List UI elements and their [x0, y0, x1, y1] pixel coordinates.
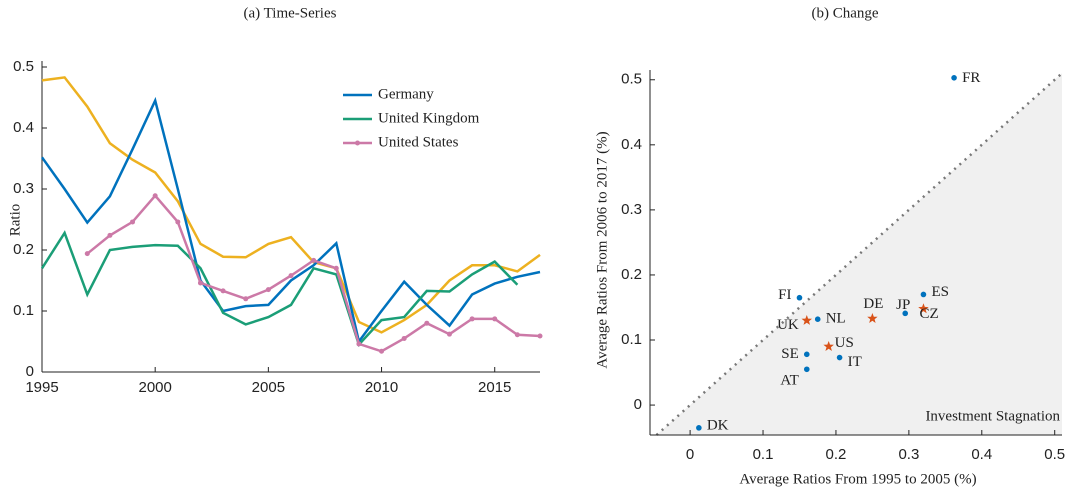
- x-tick-label: 0: [686, 446, 694, 463]
- y-axis-label: Ratio: [7, 204, 23, 237]
- point: [220, 288, 226, 294]
- point-label: US: [835, 335, 854, 351]
- point: [265, 287, 271, 293]
- point-label: FI: [778, 287, 791, 303]
- y-tick-label: 0.1: [13, 302, 34, 319]
- point: [401, 335, 407, 341]
- x-tick-label: 2000: [138, 379, 171, 396]
- point: [311, 257, 317, 263]
- y-tick-label: 0.5: [621, 71, 642, 88]
- y-axis-label: Average Ratios From 2006 to 2017 (%): [594, 131, 610, 368]
- point: [918, 303, 929, 314]
- point: [492, 316, 498, 322]
- y-tick-label: 0.4: [13, 119, 34, 136]
- point-label: JP: [896, 297, 910, 313]
- point-label: CZ: [919, 306, 938, 322]
- point: [801, 315, 812, 325]
- point: [537, 333, 543, 339]
- point: [152, 193, 158, 199]
- point: [796, 294, 803, 301]
- point: [803, 366, 810, 373]
- point: [867, 313, 878, 323]
- y-tick-label: 0.1: [621, 331, 642, 348]
- legend-label: Germany: [378, 86, 434, 102]
- point: [803, 351, 810, 358]
- point: [175, 219, 181, 225]
- point: [902, 310, 909, 317]
- point: [379, 348, 385, 354]
- y-tick-label: 0.3: [13, 180, 34, 197]
- x-tick-label: 2015: [478, 379, 511, 396]
- point: [288, 273, 294, 279]
- point: [84, 251, 90, 257]
- point-label: DE: [863, 296, 883, 312]
- point: [356, 341, 362, 347]
- point: [243, 296, 249, 302]
- series-line: [40, 96, 541, 345]
- x-tick-label: 0.3: [898, 446, 919, 463]
- y-tick-label: 0.2: [621, 266, 642, 283]
- x-axis-label: Average Ratios From 1995 to 2005 (%): [739, 471, 976, 487]
- stagnation-region: [656, 73, 1062, 436]
- point: [951, 75, 957, 81]
- y-tick-label: 0.4: [621, 136, 642, 153]
- point: [130, 219, 136, 225]
- point-label: UK: [777, 317, 799, 333]
- legend-label: United States: [378, 134, 459, 150]
- point: [197, 280, 203, 286]
- point: [424, 320, 430, 326]
- point: [823, 341, 834, 351]
- point-label: AT: [780, 373, 798, 389]
- point: [333, 265, 339, 271]
- point: [920, 291, 927, 298]
- y-tick-label: 0: [26, 363, 34, 380]
- y-tick-label: 0.3: [621, 201, 642, 218]
- x-tick-label: 0.5: [1044, 446, 1065, 463]
- panel-title: (b) Change: [811, 5, 878, 21]
- point: [836, 354, 843, 361]
- x-tick-label: 2005: [252, 379, 285, 396]
- x-tick-label: 0.1: [753, 446, 774, 463]
- y-tick-label: 0.5: [13, 58, 34, 75]
- legend-label: United Kingdom: [378, 110, 480, 126]
- x-tick-label: 1995: [25, 379, 58, 396]
- y-tick-label: 0: [634, 396, 642, 413]
- point: [107, 232, 113, 238]
- point-label: ES: [931, 284, 949, 300]
- point-label: DK: [707, 417, 729, 433]
- annotation: Investment Stagnation: [925, 408, 1060, 424]
- point-label: NL: [826, 311, 846, 327]
- point: [469, 316, 475, 322]
- point: [696, 425, 702, 431]
- point-label: SE: [781, 346, 799, 362]
- x-tick-label: 2010: [365, 379, 398, 396]
- point: [514, 332, 520, 338]
- x-tick-label: 0.2: [826, 446, 847, 463]
- legend-marker: [355, 140, 360, 146]
- y-tick-label: 0.2: [13, 241, 34, 258]
- point-label: IT: [848, 354, 862, 370]
- panel-title: (a) Time-Series: [244, 5, 337, 21]
- point: [446, 331, 452, 337]
- x-tick-label: 0.4: [971, 446, 992, 463]
- series-line: [41, 76, 541, 334]
- point-label: FR: [962, 70, 980, 86]
- series-line: [40, 230, 519, 348]
- point: [814, 316, 821, 322]
